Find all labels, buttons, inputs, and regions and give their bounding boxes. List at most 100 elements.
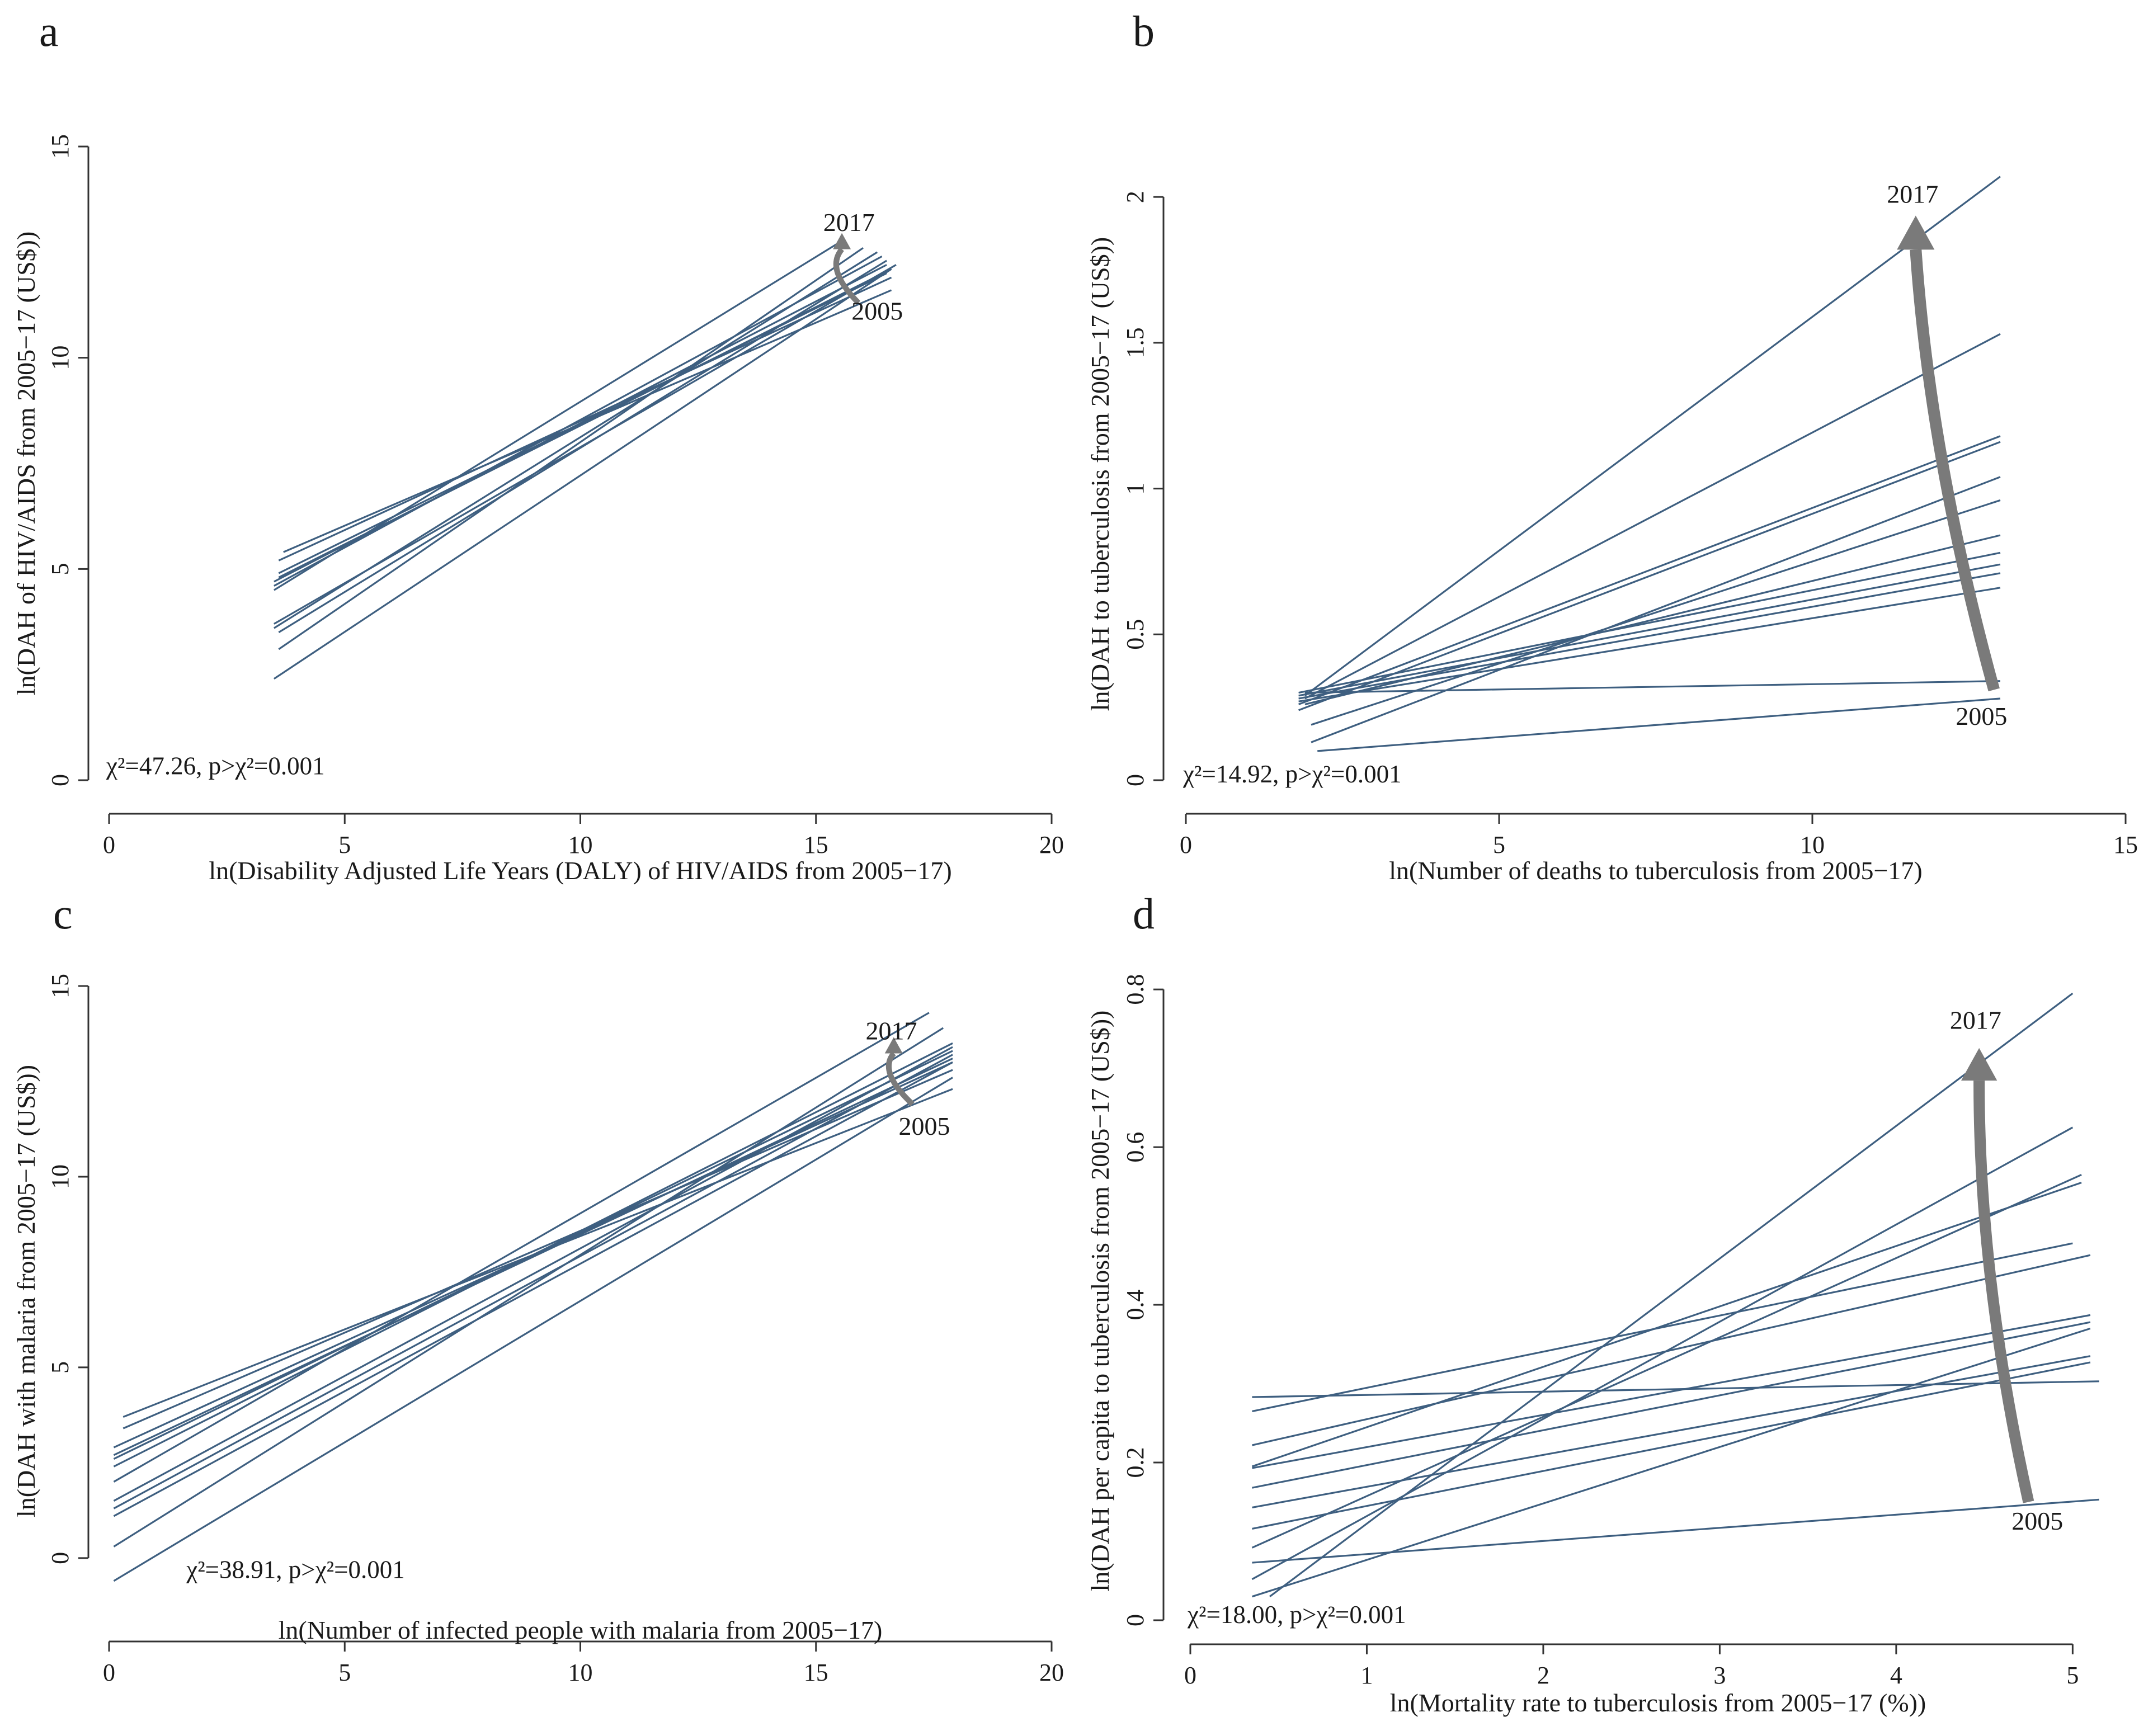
x-axis-title: ln(Number of infected people with malari… — [279, 1616, 883, 1644]
series-line-2017 — [1269, 992, 2074, 1597]
y-axis-title: ln(DAH to tuberculosis from 2005−17 (US$… — [1086, 237, 1114, 711]
x-tick-label: 5 — [338, 1659, 351, 1686]
series-line-2006 — [1252, 1380, 2099, 1398]
series-line-2016 — [113, 1046, 953, 1502]
chi-square-annotation: χ²=18.00, p>χ²=0.001 — [1187, 1601, 1406, 1629]
chi-square-annotation: χ²=47.26, p>χ²=0.001 — [106, 752, 325, 780]
year-trend-arrowhead — [1897, 215, 1935, 250]
x-tick-label: 15 — [804, 831, 828, 858]
series-line-2016 — [1251, 1327, 2091, 1598]
x-tick-label: 10 — [568, 831, 593, 858]
series-line-2010 — [113, 1042, 953, 1468]
y-tick-label: 0.4 — [1122, 1290, 1149, 1320]
y-axis-title: ln(DAH with malaria from 2005−17 (US$)) — [12, 1065, 40, 1517]
y-tick-label: 0 — [46, 774, 74, 786]
x-tick-label: 0 — [103, 1659, 115, 1686]
y-tick-label: 0.2 — [1122, 1447, 1149, 1478]
chi-square-annotation: χ²=38.91, p>χ²=0.001 — [186, 1556, 405, 1584]
x-tick-label: 2 — [1537, 1662, 1549, 1689]
series-line-2015 — [1298, 435, 2001, 705]
y-tick-label: 0.6 — [1122, 1132, 1149, 1163]
x-tick-label: 5 — [2066, 1662, 2079, 1689]
year-label-end: 2017 — [866, 1016, 917, 1045]
series-line-2008 — [1252, 1355, 2091, 1508]
x-tick-label: 20 — [1039, 831, 1064, 858]
series-line-2009 — [1298, 563, 2001, 697]
y-tick-label: 0.5 — [1122, 619, 1149, 650]
series-line-2017 — [1304, 176, 2001, 697]
chi-square-annotation: χ²=14.92, p>χ²=0.001 — [1182, 760, 1402, 788]
year-trend-arrow — [886, 1051, 915, 1107]
panel-letter: d — [1133, 889, 1155, 938]
y-tick-label: 10 — [46, 1164, 74, 1189]
year-trend-arrowhead — [884, 1037, 903, 1054]
x-tick-label: 4 — [1890, 1662, 1902, 1689]
series-line-2015 — [113, 1012, 930, 1483]
x-tick-label: 0 — [1184, 1662, 1196, 1689]
series-line-2014 — [273, 268, 892, 680]
year-label-start: 2005 — [851, 297, 903, 326]
x-tick-label: 10 — [1800, 831, 1825, 858]
x-axis-title: ln(Mortality rate to tuberculosis from 2… — [1390, 1688, 1926, 1717]
year-trend-arrow — [1973, 1081, 2034, 1503]
panel-letter: c — [53, 889, 73, 938]
series-line-2014 — [1251, 1173, 2082, 1549]
series-line-2013 — [278, 247, 864, 650]
series-line-2007 — [1298, 587, 2001, 702]
panel-letter: b — [1133, 7, 1155, 55]
x-tick-label: 3 — [1713, 1662, 1726, 1689]
year-label-start: 2005 — [1956, 702, 2007, 730]
series-line-2012 — [1252, 1242, 2073, 1412]
y-axis-title: ln(DAH of HIV/AIDS from 2005−17 (US$)) — [12, 232, 40, 696]
year-label-end: 2017 — [1950, 1006, 2001, 1035]
year-trend-arrowhead — [833, 233, 851, 249]
series-line-2011 — [113, 1054, 953, 1509]
y-tick-label: 10 — [46, 346, 74, 370]
y-axis-title: ln(DAH per capita to tuberculosis from 2… — [1086, 1011, 1114, 1592]
series-line-2012 — [274, 251, 878, 629]
x-tick-label: 1 — [1360, 1662, 1373, 1689]
series-line-2016 — [1304, 333, 2001, 700]
year-label-start: 2005 — [2011, 1507, 2063, 1535]
series-line-2013 — [1251, 1182, 2082, 1468]
y-tick-label: 15 — [46, 974, 74, 998]
series-line-2006 — [278, 276, 892, 562]
x-tick-label: 5 — [338, 831, 351, 858]
y-tick-label: 1 — [1122, 483, 1149, 495]
x-axis-title: ln(Number of deaths to tuberculosis from… — [1389, 856, 1922, 885]
series-line-2010 — [1252, 1314, 2091, 1469]
y-tick-label: 0.8 — [1122, 974, 1149, 1005]
series-line-2012 — [113, 1061, 953, 1517]
series-line-2014 — [113, 1077, 953, 1582]
series-line-2006 — [1304, 680, 2001, 694]
year-label-end: 2017 — [1887, 180, 1938, 209]
y-tick-label: 2 — [1122, 191, 1149, 203]
y-tick-label: 0 — [1122, 1614, 1149, 1626]
series-line-2010 — [274, 255, 883, 587]
series-line-2011 — [1252, 1254, 2091, 1446]
x-tick-label: 15 — [804, 1659, 828, 1686]
y-tick-label: 15 — [46, 134, 74, 159]
series-line-2007 — [1252, 1361, 2091, 1530]
year-trend-arrowhead — [1961, 1048, 1997, 1081]
series-line-2016 — [274, 238, 845, 591]
series-line-2015 — [278, 260, 887, 633]
x-tick-label: 20 — [1039, 1659, 1064, 1686]
x-tick-label: 5 — [1493, 831, 1505, 858]
series-line-2009 — [274, 264, 887, 583]
year-trend-arrow — [1910, 249, 2000, 692]
panel-d: d 0 1 2 3 4 5 0 0.2 0.4 0.6 0.8 ln(Mortality rate to… — [1086, 889, 2099, 1717]
y-tick-label: 5 — [46, 563, 74, 575]
y-tick-label: 1.5 — [1122, 327, 1149, 358]
x-tick-label: 0 — [103, 831, 115, 858]
series-line-2013 — [113, 1027, 944, 1548]
series-line-2013 — [1311, 476, 2001, 743]
y-tick-label: 5 — [46, 1361, 74, 1374]
panel-b: b 0 5 10 15 0 0.5 1 1.5 2 ln(Number of deaths to t… — [1086, 7, 2138, 885]
x-tick-label: 10 — [568, 1659, 593, 1686]
x-axis-title: ln(Disability Adjusted Life Years (DALY)… — [209, 856, 951, 885]
series-line-2008 — [113, 1058, 953, 1456]
